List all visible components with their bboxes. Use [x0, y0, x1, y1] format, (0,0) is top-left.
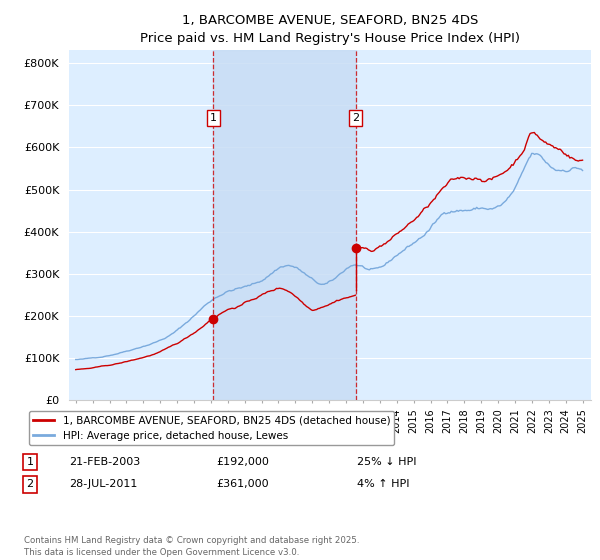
- Text: 2: 2: [352, 113, 359, 123]
- Text: £361,000: £361,000: [216, 479, 269, 489]
- Text: Contains HM Land Registry data © Crown copyright and database right 2025.
This d: Contains HM Land Registry data © Crown c…: [24, 536, 359, 557]
- Text: 25% ↓ HPI: 25% ↓ HPI: [357, 457, 416, 467]
- Legend: 1, BARCOMBE AVENUE, SEAFORD, BN25 4DS (detached house), HPI: Average price, deta: 1, BARCOMBE AVENUE, SEAFORD, BN25 4DS (d…: [29, 411, 394, 445]
- Text: 21-FEB-2003: 21-FEB-2003: [69, 457, 140, 467]
- Bar: [214, 50, 356, 400]
- Text: 1: 1: [26, 457, 34, 467]
- Text: 2: 2: [26, 479, 34, 489]
- Text: 1: 1: [210, 113, 217, 123]
- Text: 28-JUL-2011: 28-JUL-2011: [69, 479, 137, 489]
- Text: £192,000: £192,000: [216, 457, 269, 467]
- Text: 4% ↑ HPI: 4% ↑ HPI: [357, 479, 409, 489]
- Title: 1, BARCOMBE AVENUE, SEAFORD, BN25 4DS
Price paid vs. HM Land Registry's House Pr: 1, BARCOMBE AVENUE, SEAFORD, BN25 4DS Pr…: [140, 14, 520, 45]
